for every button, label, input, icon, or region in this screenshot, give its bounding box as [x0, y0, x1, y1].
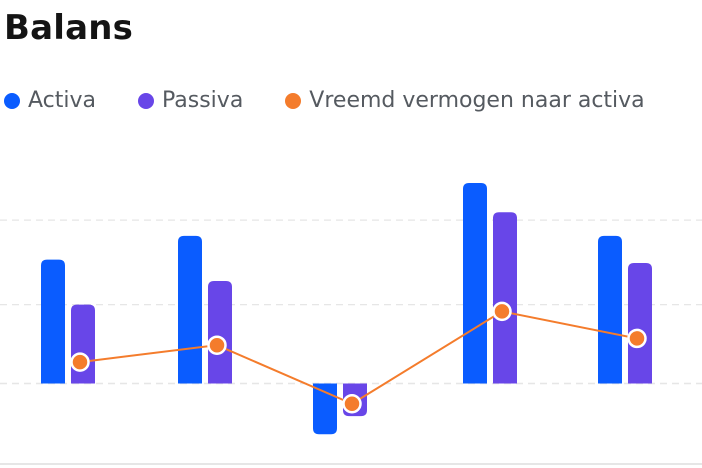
point-vreemd-vermogen-2: [207, 335, 227, 355]
legend-marker-activa: [4, 92, 20, 109]
bar-activa-3: [313, 383, 337, 435]
bar-activa-4: [463, 182, 487, 384]
bar-passiva-4: [493, 212, 517, 384]
legend-marker-vreemd-vermogen: [285, 92, 302, 109]
balance-chart: [0, 182, 702, 465]
legend-item-activa[interactable]: Activa: [4, 88, 96, 113]
bar-activa-1: [41, 259, 65, 384]
legend-item-passiva[interactable]: Passiva: [138, 88, 243, 113]
legend-label-vreemd-vermogen: Vreemd vermogen naar activa: [309, 88, 645, 113]
point-vreemd-vermogen-5: [627, 328, 647, 349]
legend: Activa Passiva Vreemd vermogen naar acti…: [4, 88, 645, 113]
legend-label-activa: Activa: [28, 88, 96, 113]
bar-passiva-2: [208, 280, 232, 384]
chart-title: Balans: [4, 8, 134, 48]
bar-passiva-5: [628, 262, 652, 384]
point-vreemd-vermogen-1: [70, 352, 90, 372]
bar-activa-5: [598, 235, 622, 384]
point-vreemd-vermogen-3: [342, 394, 362, 414]
legend-marker-passiva: [138, 92, 154, 109]
bar-activa-2: [178, 235, 202, 384]
legend-label-passiva: Passiva: [162, 88, 244, 113]
point-vreemd-vermogen-4: [492, 301, 512, 322]
legend-item-vreemd-vermogen[interactable]: Vreemd vermogen naar activa: [285, 88, 645, 113]
bar-passiva-1: [71, 304, 95, 384]
